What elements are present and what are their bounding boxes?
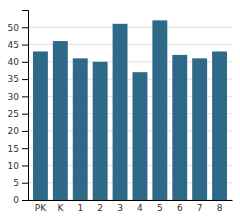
y-tick-mark (22, 27, 28, 28)
y-tick: 25 (8, 109, 28, 119)
y-tick-label: 15 (8, 144, 19, 154)
chart: 05101520253035404550PKK12345678 (0, 0, 240, 220)
bar (33, 51, 48, 200)
y-tick: 0 (13, 195, 28, 205)
x-tick-label: 7 (197, 203, 203, 213)
y-tick-mark (22, 79, 28, 80)
y-axis: 0 5 10 15 20 25 30 35 40 45 50 (8, 11, 29, 206)
bar (212, 51, 227, 200)
x-tick: 8 (217, 203, 223, 213)
plot: 05101520253035404550PKK12345678 (8, 11, 233, 214)
y-tick: 40 (8, 57, 28, 67)
bar (113, 24, 128, 200)
y-tick-label: 5 (13, 178, 19, 188)
bar (53, 41, 68, 200)
x-tick: 5 (157, 203, 163, 213)
x-tick: 6 (177, 203, 183, 213)
x-tick-label: 3 (117, 203, 123, 213)
y-tick-label: 30 (8, 92, 20, 102)
grid (28, 27, 232, 200)
bar (152, 20, 167, 200)
bar (172, 55, 187, 200)
y-tick-mark (22, 165, 28, 166)
y-tick: 20 (8, 126, 28, 136)
y-tick: 5 (13, 178, 28, 188)
y-tick: 15 (8, 144, 28, 154)
x-tick-label: 1 (77, 203, 83, 213)
x-tick-label: K (57, 203, 64, 213)
x-tick: 1 (77, 203, 83, 213)
grid-line (28, 27, 232, 28)
x-tick: 4 (137, 203, 143, 213)
y-tick: 50 (8, 23, 28, 33)
x-tick-label: 5 (157, 203, 163, 213)
y-tick-mark (22, 45, 28, 46)
y-tick-label: 0 (13, 195, 19, 205)
x-tick-label: 2 (97, 203, 103, 213)
y-tick: 35 (8, 74, 28, 84)
x-tick: 7 (197, 203, 203, 213)
y-tick-label: 40 (8, 57, 20, 67)
x-tick: 2 (97, 203, 103, 213)
x-tick: 3 (117, 203, 123, 213)
y-tick-mark (22, 114, 28, 115)
y-tick: 30 (8, 92, 28, 102)
x-tick: PK (35, 203, 47, 213)
x-tick-label: 6 (177, 203, 183, 213)
y-tick-label: 20 (8, 126, 20, 136)
y-tick-label: 45 (8, 40, 19, 50)
y-tick-mark (22, 200, 28, 201)
x-tick: K (57, 203, 64, 213)
x-tick-label: 8 (217, 203, 223, 213)
y-tick-mark (22, 62, 28, 63)
bars (33, 20, 227, 200)
y-tick-label: 25 (8, 109, 19, 119)
y-tick-label: 50 (8, 23, 20, 33)
y-tick-label: 10 (8, 161, 20, 171)
x-tick-label: PK (35, 203, 47, 213)
x-axis-line (29, 200, 233, 201)
y-tick-mark (22, 131, 28, 132)
bar (73, 58, 88, 200)
x-axis: PK K 1 2 3 4 5 6 7 8 (29, 201, 233, 214)
y-tick: 10 (8, 161, 28, 171)
bar (93, 62, 108, 200)
y-axis-line (22, 11, 29, 201)
bar (132, 72, 147, 200)
y-tick-label: 35 (8, 74, 19, 84)
x-tick-label: 4 (137, 203, 143, 213)
bar (192, 58, 207, 200)
y-tick-mark (22, 183, 28, 184)
y-tick: 45 (8, 40, 28, 50)
y-tick-mark (22, 148, 28, 149)
y-tick-mark (22, 96, 28, 97)
